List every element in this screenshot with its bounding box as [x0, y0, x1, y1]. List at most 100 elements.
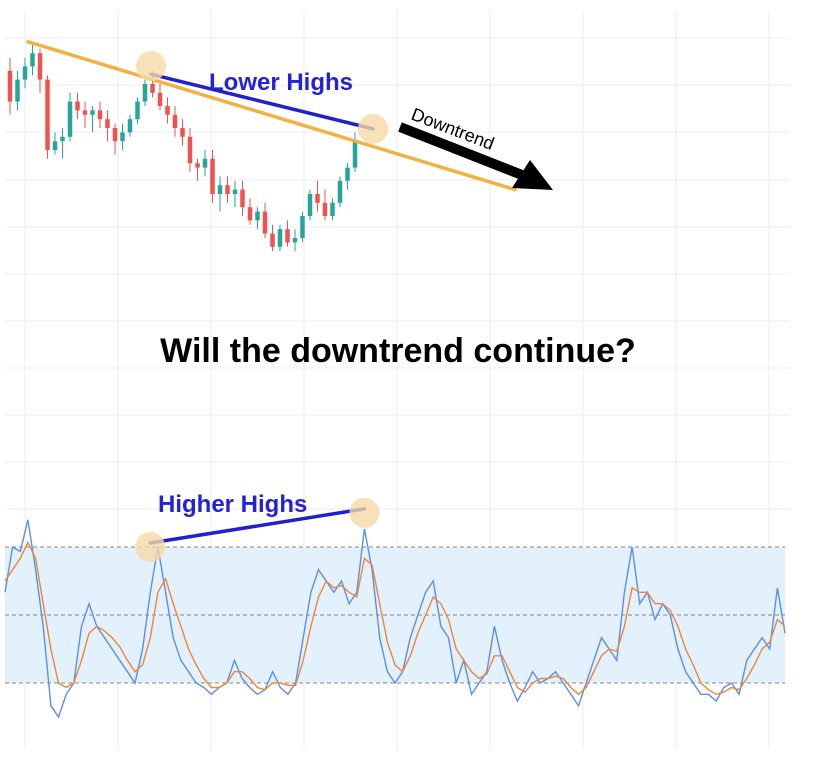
- candle: [157, 84, 163, 111]
- candle: [300, 211, 305, 243]
- lower-high-marker: [136, 51, 166, 82]
- candle: [330, 198, 335, 221]
- candle-body: [15, 79, 20, 102]
- candle-body: [300, 216, 305, 238]
- oscillator-k-line: [4, 519, 786, 719]
- candle: [7, 57, 13, 115]
- page-title: Will the downtrend continue?: [160, 332, 636, 370]
- candle-body: [172, 114, 178, 128]
- candle: [262, 202, 268, 238]
- candle: [45, 75, 50, 159]
- candle: [172, 106, 178, 137]
- candle: [97, 101, 103, 128]
- candle-body: [135, 101, 140, 120]
- candle: [127, 114, 133, 137]
- candle-body: [225, 185, 230, 194]
- candle-body: [285, 229, 290, 243]
- candle-body: [255, 211, 260, 221]
- candle: [255, 207, 260, 230]
- candle-body: [157, 92, 163, 106]
- candle: [345, 163, 350, 190]
- candle-body: [315, 194, 320, 203]
- candle-body: [195, 163, 200, 168]
- candle: [337, 176, 343, 208]
- candle-body: [232, 189, 238, 194]
- candle-body: [90, 110, 95, 115]
- candle: [315, 180, 320, 212]
- higher-high-marker: [349, 497, 380, 528]
- candle: [217, 176, 223, 212]
- candle: [352, 132, 358, 172]
- candle: [60, 128, 65, 159]
- candle: [277, 224, 283, 252]
- candle: [292, 229, 298, 252]
- candle-body: [270, 233, 275, 247]
- candle: [322, 189, 328, 221]
- candle: [82, 101, 88, 128]
- higher-high-marker: [135, 532, 166, 562]
- candle: [225, 176, 230, 203]
- candle-body: [165, 106, 170, 115]
- oscillator-d-line: [4, 540, 786, 696]
- candle: [15, 70, 20, 111]
- lower-highs-line: [149, 72, 375, 131]
- candle-body: [322, 202, 328, 216]
- price-candles: [7, 44, 358, 252]
- candle: [37, 48, 43, 93]
- candle: [270, 224, 275, 252]
- candle: [52, 132, 58, 155]
- candle: [240, 180, 245, 216]
- candle-body: [307, 194, 313, 216]
- lower-high-marker: [358, 113, 388, 144]
- candle-body: [277, 229, 283, 247]
- candle-body: [330, 202, 335, 216]
- candle: [120, 123, 125, 150]
- candle-body: [345, 167, 350, 181]
- candle-body: [202, 158, 208, 168]
- candle-body: [217, 185, 223, 194]
- candle: [285, 220, 290, 247]
- candle: [75, 92, 80, 120]
- candle-body: [112, 128, 118, 142]
- candle: [180, 119, 185, 146]
- candle-body: [187, 136, 193, 164]
- candle-body: [292, 238, 298, 243]
- candle-body: [240, 189, 245, 208]
- candle-body: [52, 141, 58, 150]
- candle-body: [142, 84, 148, 102]
- background-grid: [5, 10, 790, 750]
- candle: [187, 128, 193, 172]
- downtrend-arrow-head: [512, 160, 553, 190]
- candle-body: [75, 101, 80, 111]
- higher-highs-line: [148, 507, 367, 545]
- candle-body: [180, 128, 185, 137]
- candle: [90, 106, 95, 133]
- candle-body: [262, 211, 268, 234]
- higher-highs-label: Higher Highs: [158, 491, 307, 518]
- candle-body: [150, 84, 155, 93]
- candle: [307, 189, 313, 221]
- candle-body: [352, 141, 358, 168]
- candle: [202, 150, 208, 177]
- candle-body: [127, 119, 133, 133]
- candle-body: [120, 132, 125, 142]
- candle: [142, 79, 148, 106]
- downtrend-arrow-shaft: [398, 122, 524, 180]
- candle: [105, 110, 110, 142]
- candle: [135, 97, 140, 124]
- candle: [210, 150, 215, 203]
- candle-body: [337, 180, 343, 203]
- downtrend-line: [26, 40, 517, 192]
- candle-body: [45, 79, 50, 150]
- candle-body: [37, 53, 43, 80]
- candle: [165, 97, 170, 124]
- candle-body: [22, 66, 28, 80]
- candle-body: [60, 136, 65, 142]
- candle: [30, 44, 35, 76]
- candle-body: [82, 110, 88, 115]
- lower-highs-label: Lower Highs: [209, 69, 353, 96]
- candle-body: [7, 70, 13, 102]
- candle: [22, 57, 28, 89]
- candle-body: [30, 53, 35, 67]
